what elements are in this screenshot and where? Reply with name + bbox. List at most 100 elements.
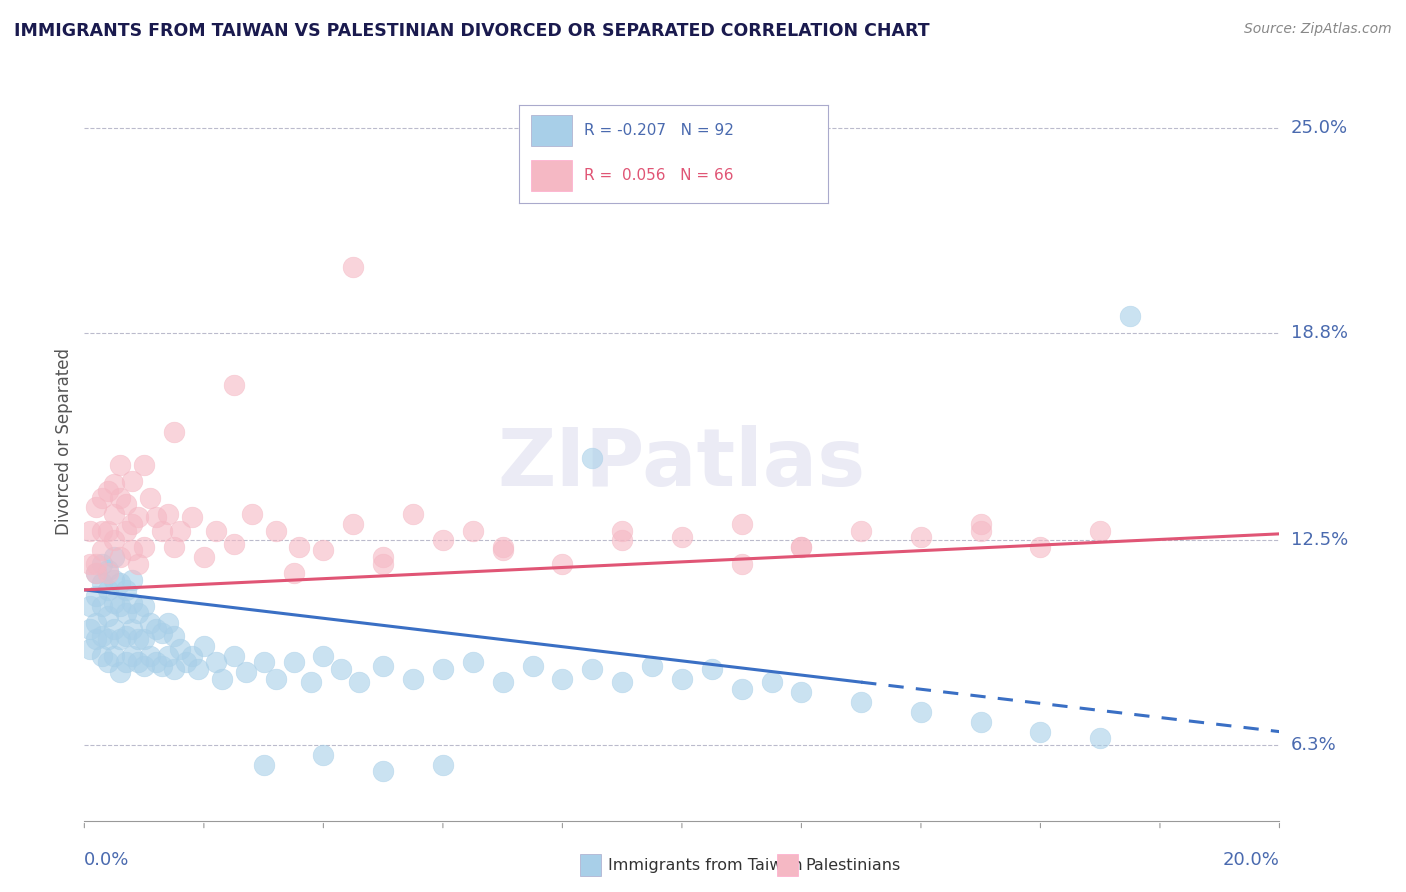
Text: 6.3%: 6.3% bbox=[1291, 736, 1336, 754]
Point bbox=[612, 675, 634, 690]
Point bbox=[461, 656, 484, 670]
Point bbox=[612, 524, 634, 538]
Point bbox=[551, 672, 574, 686]
Point bbox=[115, 629, 138, 643]
Point bbox=[432, 757, 454, 772]
Text: ZIPatlas: ZIPatlas bbox=[498, 425, 866, 503]
Point bbox=[205, 656, 228, 670]
Point bbox=[970, 714, 993, 729]
Point bbox=[790, 540, 813, 554]
Text: 12.5%: 12.5% bbox=[1291, 532, 1348, 549]
Point bbox=[103, 533, 125, 548]
Point bbox=[330, 662, 353, 676]
Point bbox=[264, 672, 287, 686]
Point bbox=[581, 662, 603, 676]
Point bbox=[97, 524, 120, 538]
Point bbox=[492, 675, 515, 690]
Point bbox=[163, 425, 186, 439]
Point bbox=[253, 656, 276, 670]
Point bbox=[97, 632, 120, 647]
Point bbox=[91, 629, 114, 643]
Point bbox=[139, 648, 162, 663]
Point bbox=[612, 533, 634, 548]
Point bbox=[132, 540, 156, 554]
Point bbox=[121, 648, 143, 663]
Point bbox=[790, 540, 813, 554]
Point bbox=[132, 458, 156, 472]
Point bbox=[211, 672, 233, 686]
Point bbox=[103, 648, 125, 663]
Point bbox=[671, 672, 693, 686]
Point bbox=[121, 543, 143, 558]
Point bbox=[91, 576, 114, 591]
Point bbox=[181, 510, 204, 524]
Point bbox=[461, 524, 484, 538]
Point bbox=[121, 596, 143, 610]
Point bbox=[139, 491, 162, 505]
Point bbox=[1119, 310, 1142, 324]
Point bbox=[312, 543, 335, 558]
Point bbox=[157, 507, 180, 521]
Point bbox=[115, 656, 138, 670]
Point bbox=[222, 537, 245, 551]
Point bbox=[264, 524, 287, 538]
Point bbox=[402, 672, 425, 686]
Point bbox=[222, 648, 245, 663]
Point bbox=[121, 573, 143, 587]
Point bbox=[492, 540, 515, 554]
Point bbox=[121, 623, 143, 637]
Point bbox=[1090, 524, 1112, 538]
Point bbox=[121, 516, 143, 531]
Point bbox=[641, 658, 664, 673]
Text: R =  0.056   N = 66: R = 0.056 N = 66 bbox=[583, 169, 734, 183]
Point bbox=[790, 685, 813, 699]
Point bbox=[150, 625, 173, 640]
Point bbox=[127, 557, 149, 571]
Point bbox=[731, 681, 754, 696]
Point bbox=[373, 557, 395, 571]
Point bbox=[432, 533, 454, 548]
Point bbox=[97, 609, 120, 624]
Point bbox=[253, 757, 276, 772]
Point bbox=[132, 632, 156, 647]
FancyBboxPatch shape bbox=[531, 115, 572, 146]
Point bbox=[110, 665, 132, 680]
Point bbox=[301, 675, 323, 690]
Point bbox=[283, 566, 305, 581]
Text: 25.0%: 25.0% bbox=[1291, 120, 1348, 137]
Point bbox=[86, 500, 108, 515]
Point bbox=[86, 557, 108, 571]
Point bbox=[132, 599, 156, 614]
Point bbox=[910, 530, 932, 544]
Point bbox=[86, 566, 108, 581]
Point bbox=[551, 557, 574, 571]
Point bbox=[79, 557, 101, 571]
Point bbox=[103, 507, 125, 521]
Point bbox=[115, 524, 138, 538]
Point bbox=[731, 516, 754, 531]
Point bbox=[86, 632, 108, 647]
Point bbox=[86, 590, 108, 604]
Text: 18.8%: 18.8% bbox=[1291, 324, 1347, 342]
Point bbox=[110, 632, 132, 647]
Point bbox=[103, 596, 125, 610]
Point bbox=[110, 549, 132, 564]
Text: R = -0.207   N = 92: R = -0.207 N = 92 bbox=[583, 123, 734, 138]
Point bbox=[150, 524, 173, 538]
Point bbox=[97, 483, 120, 498]
Text: Immigrants from Taiwan: Immigrants from Taiwan bbox=[609, 858, 803, 872]
Point bbox=[193, 549, 215, 564]
Point bbox=[145, 656, 167, 670]
Point bbox=[169, 642, 191, 657]
Point bbox=[91, 648, 114, 663]
Point bbox=[312, 747, 335, 762]
Point bbox=[373, 764, 395, 779]
Point bbox=[103, 623, 125, 637]
Point bbox=[110, 458, 132, 472]
Point bbox=[115, 582, 138, 597]
Point bbox=[91, 557, 114, 571]
Text: 0.0%: 0.0% bbox=[84, 851, 129, 869]
Point bbox=[86, 615, 108, 630]
Point bbox=[127, 656, 149, 670]
Point bbox=[150, 658, 173, 673]
